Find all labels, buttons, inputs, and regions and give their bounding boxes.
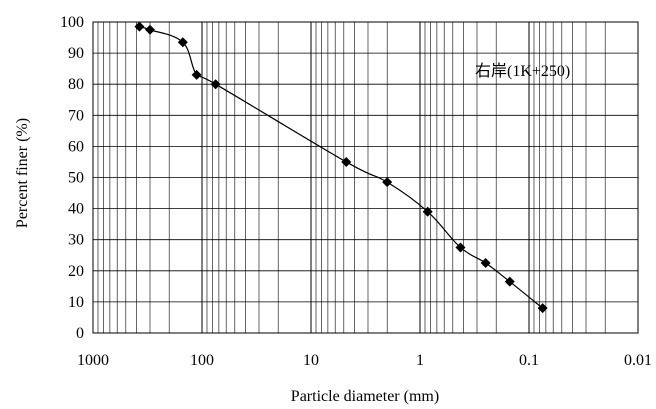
- data-point-marker: [191, 69, 202, 80]
- y-tick-label: 80: [68, 76, 84, 93]
- data-point-marker: [455, 242, 466, 253]
- y-tick-label: 10: [68, 294, 84, 311]
- x-tick-label: 100: [190, 352, 214, 369]
- y-axis-title: Percent finer (%): [14, 118, 31, 228]
- data-point-marker: [134, 21, 145, 32]
- data-point-marker: [537, 303, 548, 314]
- legend-label: 右岸(1K+250): [475, 62, 570, 80]
- y-tick-label: 40: [68, 201, 84, 218]
- x-tick-label: 0.1: [519, 352, 539, 369]
- x-tick-labels: 1000 100 10 1 0.1 0.01: [77, 352, 652, 369]
- y-tick-label: 0: [76, 325, 84, 342]
- plot-frame: [92, 21, 639, 334]
- x-axis-title: Particle diameter (mm): [291, 388, 439, 405]
- x-tick-label: 1: [416, 352, 424, 369]
- data-point-marker: [480, 258, 491, 269]
- grid-lines: [93, 21, 639, 334]
- y-tick-label: 30: [68, 232, 84, 249]
- y-tick-label: 100: [60, 14, 84, 31]
- x-tick-label: 1000: [77, 352, 109, 369]
- x-tick-label: 10: [303, 352, 319, 369]
- data-point-marker: [177, 37, 188, 48]
- data-point-marker: [382, 177, 393, 188]
- y-tick-labels: 0 10 20 30 40 50 60 70 80 90 100: [60, 14, 84, 342]
- series-markers: [134, 21, 548, 314]
- data-point-marker: [210, 79, 221, 90]
- y-tick-label: 20: [68, 263, 84, 280]
- y-tick-label: 90: [68, 45, 84, 62]
- data-point-marker: [422, 206, 433, 217]
- y-tick-label: 70: [68, 107, 84, 124]
- data-point-marker: [144, 24, 155, 35]
- y-tick-label: 50: [68, 170, 84, 187]
- y-tick-label: 60: [68, 138, 84, 155]
- data-point-marker: [504, 276, 515, 287]
- x-tick-label: 0.01: [624, 352, 652, 369]
- data-point-marker: [341, 156, 352, 167]
